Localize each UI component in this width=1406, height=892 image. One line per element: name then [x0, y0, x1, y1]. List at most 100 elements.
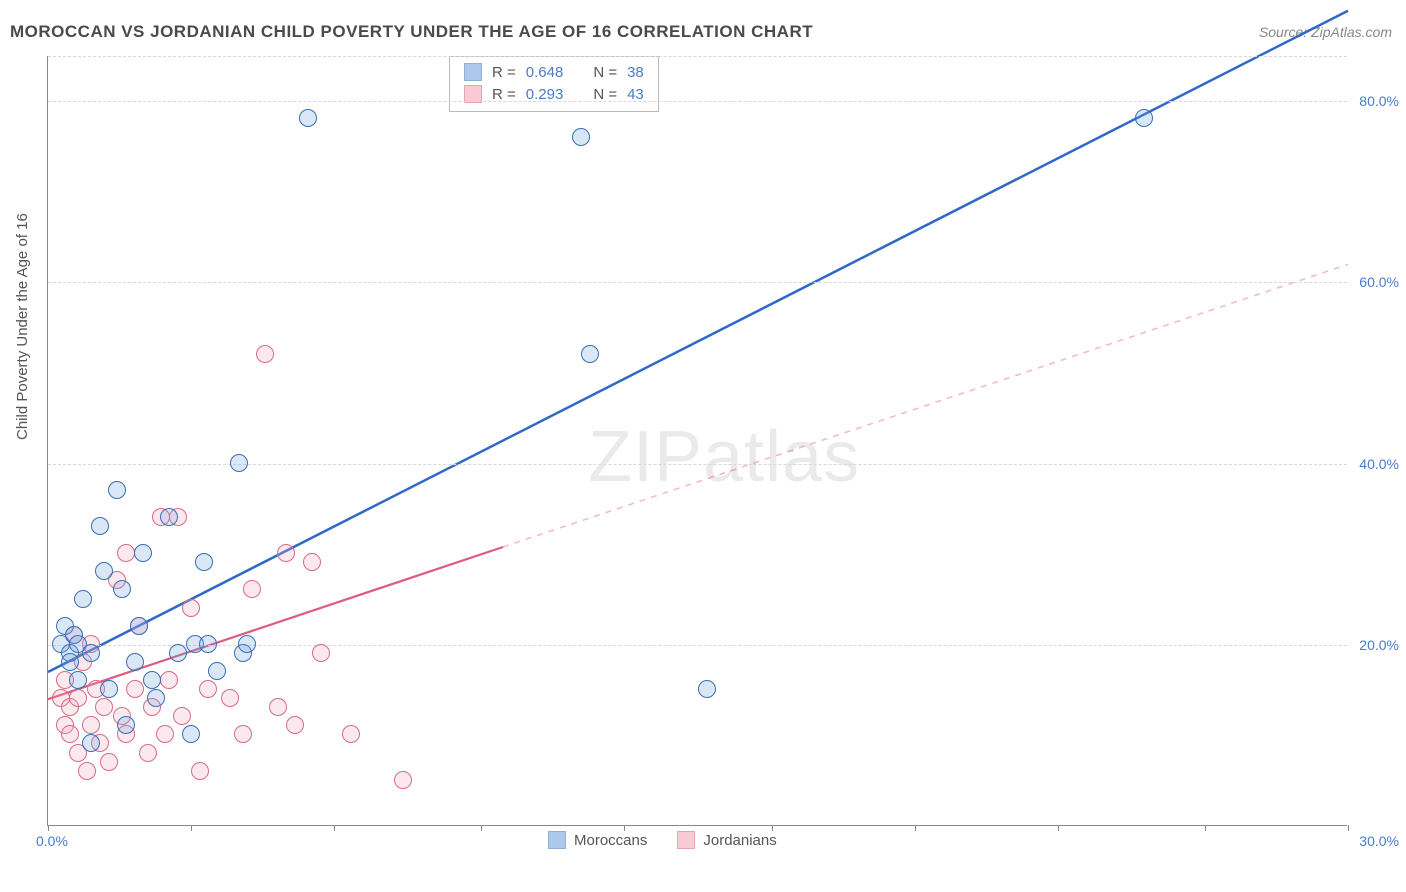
scatter-point-moroccans [74, 590, 92, 608]
n-value-moroccans: 38 [627, 64, 644, 81]
legend-label-moroccans: Moroccans [574, 832, 647, 849]
r-value-jordanians: 0.293 [526, 86, 564, 103]
scatter-point-moroccans [147, 689, 165, 707]
y-tick-label: 40.0% [1359, 456, 1399, 472]
y-tick-label: 80.0% [1359, 93, 1399, 109]
swatch-jordanians [677, 831, 695, 849]
scatter-point-moroccans [117, 716, 135, 734]
y-tick-label: 60.0% [1359, 274, 1399, 290]
scatter-point-jordanians [61, 725, 79, 743]
series-legend: Moroccans Jordanians [548, 831, 777, 849]
scatter-point-jordanians [82, 716, 100, 734]
scatter-point-moroccans [169, 644, 187, 662]
scatter-point-jordanians [312, 644, 330, 662]
scatter-point-jordanians [117, 544, 135, 562]
n-label: N = [593, 64, 617, 81]
scatter-point-moroccans [95, 562, 113, 580]
scatter-point-jordanians [342, 725, 360, 743]
scatter-point-moroccans [698, 680, 716, 698]
scatter-point-jordanians [173, 707, 191, 725]
scatter-point-jordanians [286, 716, 304, 734]
scatter-point-jordanians [191, 762, 209, 780]
stats-legend-row-moroccans: R = 0.648 N = 38 [464, 61, 644, 83]
scatter-point-moroccans [199, 635, 217, 653]
gridline [48, 101, 1347, 102]
scatter-point-moroccans [572, 128, 590, 146]
trendline-jordanians-dashed [503, 264, 1348, 547]
scatter-point-jordanians [160, 671, 178, 689]
scatter-point-moroccans [238, 635, 256, 653]
scatter-point-moroccans [160, 508, 178, 526]
legend-item-moroccans: Moroccans [548, 831, 647, 849]
n-label: N = [593, 86, 617, 103]
scatter-point-jordanians [394, 771, 412, 789]
scatter-point-jordanians [100, 753, 118, 771]
scatter-point-jordanians [95, 698, 113, 716]
scatter-point-moroccans [143, 671, 161, 689]
scatter-point-moroccans [230, 454, 248, 472]
scatter-point-jordanians [277, 544, 295, 562]
scatter-point-moroccans [113, 580, 131, 598]
scatter-point-jordanians [234, 725, 252, 743]
x-tick [48, 825, 49, 831]
x-tick [334, 825, 335, 831]
scatter-point-moroccans [108, 481, 126, 499]
scatter-point-jordanians [69, 689, 87, 707]
scatter-point-jordanians [139, 744, 157, 762]
scatter-point-jordanians [78, 762, 96, 780]
legend-label-jordanians: Jordanians [703, 832, 776, 849]
legend-item-jordanians: Jordanians [677, 831, 776, 849]
x-tick [1348, 825, 1349, 831]
scatter-point-moroccans [134, 544, 152, 562]
scatter-point-moroccans [195, 553, 213, 571]
scatter-point-moroccans [130, 617, 148, 635]
scatter-point-moroccans [82, 734, 100, 752]
scatter-point-jordanians [256, 345, 274, 363]
r-label: R = [492, 64, 516, 81]
swatch-moroccans [464, 63, 482, 81]
trendline-jordanians-solid [48, 547, 503, 699]
x-tick [191, 825, 192, 831]
trendline-moroccans [48, 11, 1348, 672]
scatter-point-jordanians [221, 689, 239, 707]
x-tick [481, 825, 482, 831]
scatter-point-moroccans [208, 662, 226, 680]
scatter-point-moroccans [299, 109, 317, 127]
scatter-point-jordanians [199, 680, 217, 698]
x-tick [1058, 825, 1059, 831]
scatter-point-jordanians [269, 698, 287, 716]
scatter-point-moroccans [91, 517, 109, 535]
x-tick [915, 825, 916, 831]
y-axis-label: Child Poverty Under the Age of 16 [14, 213, 31, 440]
r-label: R = [492, 86, 516, 103]
scatter-point-moroccans [182, 725, 200, 743]
chart-title: MOROCCAN VS JORDANIAN CHILD POVERTY UNDE… [10, 22, 813, 42]
x-tick-label-end: 30.0% [1359, 833, 1399, 849]
scatter-point-jordanians [126, 680, 144, 698]
x-tick [624, 825, 625, 831]
x-tick-label-start: 0.0% [36, 833, 68, 849]
gridline [48, 56, 1347, 57]
swatch-moroccans [548, 831, 566, 849]
x-tick [772, 825, 773, 831]
trend-lines-layer [48, 56, 1347, 825]
scatter-point-moroccans [82, 644, 100, 662]
n-value-jordanians: 43 [627, 86, 644, 103]
y-tick-label: 20.0% [1359, 637, 1399, 653]
scatter-point-jordanians [156, 725, 174, 743]
r-value-moroccans: 0.648 [526, 64, 564, 81]
scatter-point-jordanians [303, 553, 321, 571]
x-tick [1205, 825, 1206, 831]
scatter-point-moroccans [100, 680, 118, 698]
scatter-point-jordanians [243, 580, 261, 598]
gridline [48, 282, 1347, 283]
scatter-point-moroccans [61, 653, 79, 671]
scatter-point-moroccans [581, 345, 599, 363]
scatter-point-moroccans [126, 653, 144, 671]
source-attribution: Source: ZipAtlas.com [1259, 24, 1392, 40]
scatter-point-moroccans [1135, 109, 1153, 127]
stats-legend: R = 0.648 N = 38 R = 0.293 N = 43 [449, 56, 659, 112]
scatter-point-moroccans [69, 671, 87, 689]
scatter-point-jordanians [182, 599, 200, 617]
scatter-chart: R = 0.648 N = 38 R = 0.293 N = 43 ZIPatl… [47, 56, 1347, 826]
